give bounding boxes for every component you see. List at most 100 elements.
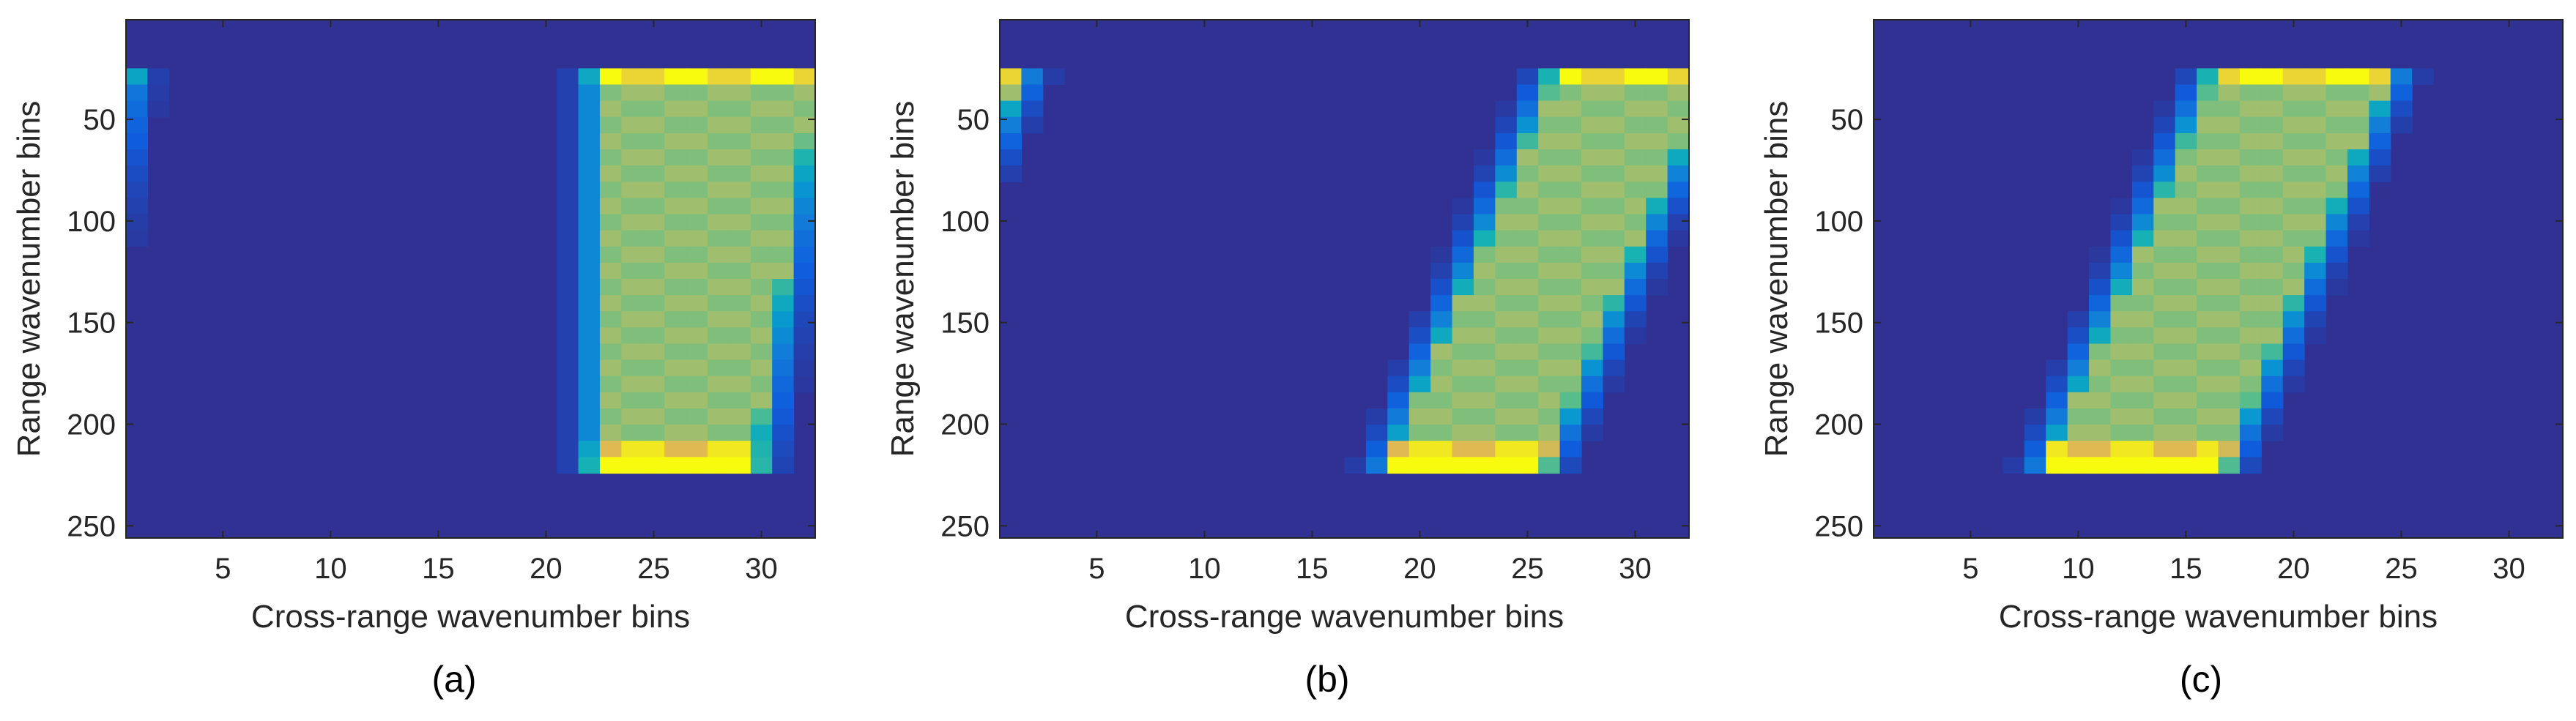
heatmap-cell (664, 359, 687, 377)
heatmap-cell (2369, 100, 2391, 118)
heatmap-cell (2131, 343, 2154, 361)
heatmap-cell (1495, 198, 1518, 215)
heatmap-cell (1667, 214, 1690, 231)
heatmap-cell (2153, 279, 2176, 296)
heatmap-cell (707, 441, 730, 457)
heatmap-cell (2110, 327, 2133, 345)
heatmap-cell (599, 343, 622, 361)
heatmap-cell (2175, 230, 2197, 247)
heatmap-cell (642, 230, 665, 247)
x-tick-label: 10 (1188, 553, 1221, 585)
heatmap-cell (1387, 441, 1410, 457)
heatmap-cell (642, 116, 665, 134)
heatmap-cell (686, 343, 708, 361)
heatmap-cell (686, 359, 708, 377)
heatmap-cell (2261, 68, 2284, 86)
heatmap-cell (2131, 198, 2154, 215)
heatmap-cell (1430, 279, 1453, 296)
heatmap-cell (2304, 214, 2327, 231)
heatmap-cell (707, 214, 730, 231)
heatmap-cell (578, 230, 601, 247)
heatmap-cell (2197, 165, 2219, 182)
y-tick-label: 250 (940, 510, 990, 542)
heatmap-cell (1516, 359, 1539, 377)
heatmap-cell (2131, 457, 2154, 474)
heatmap-cell (686, 311, 708, 328)
heatmap-cell (729, 68, 751, 86)
heatmap-cell (2347, 116, 2369, 134)
heatmap-cell (2131, 359, 2154, 377)
heatmap-cell (621, 311, 644, 328)
heatmap-cell (2347, 214, 2369, 231)
heatmap-cell (707, 262, 730, 280)
heatmap-cell (2110, 457, 2133, 474)
heatmap-cell (729, 214, 751, 231)
heatmap-cell (2218, 84, 2241, 102)
heatmap-cell (578, 214, 601, 231)
heatmap-cell (2412, 68, 2435, 86)
heatmap-cell (1538, 295, 1561, 312)
heatmap-cell (2369, 68, 2391, 86)
heatmap-cell (621, 279, 644, 296)
heatmap-cell (2131, 214, 2154, 231)
panel-label: (c) (2180, 659, 2222, 700)
heatmap-cell (1430, 343, 1453, 361)
heatmap-cell (599, 408, 622, 425)
heatmap-cell (729, 230, 751, 247)
heatmap-cell (2218, 132, 2241, 150)
heatmap-cell (1538, 457, 1561, 474)
heatmap-cell (2024, 425, 2046, 441)
heatmap-cell (2304, 84, 2327, 102)
heatmap-cell (2239, 343, 2262, 361)
heatmap-cell (2089, 311, 2112, 328)
heatmap-cell (2046, 392, 2068, 409)
heatmap-cell (1603, 327, 1625, 345)
heatmap-cell (2175, 246, 2197, 264)
heatmap-cell (1624, 295, 1647, 312)
heatmap-cell (2261, 425, 2284, 441)
heatmap-cell (1624, 230, 1647, 247)
heatmap-cell (2239, 165, 2262, 182)
heatmap-cell (2131, 408, 2154, 425)
heatmap-cell (2153, 214, 2176, 231)
panel-label: (b) (1304, 659, 1349, 700)
heatmap-cell (1538, 182, 1561, 198)
heatmap-cell (1646, 84, 1669, 102)
heatmap-cell (1495, 295, 1518, 312)
heatmap-cell (2304, 132, 2327, 150)
heatmap-cell (707, 246, 730, 264)
heatmap-cell (2261, 132, 2284, 150)
heatmap-cell (2304, 279, 2327, 296)
heatmap-cell (2089, 327, 2112, 345)
heatmap-cell (772, 457, 795, 474)
heatmap-cell (1538, 165, 1561, 182)
heatmap-cell (1430, 425, 1453, 441)
heatmap-cell (1581, 116, 1603, 134)
heatmap-cell (599, 149, 622, 166)
heatmap-cell (2175, 198, 2197, 215)
heatmap-cell (2218, 327, 2241, 345)
panel-3: 5 10 15 20 25 30 50 100 150 200 250 Cross-range wav… (1759, 19, 2564, 700)
heatmap-cell (1559, 457, 1582, 474)
heatmap-cell (1559, 295, 1582, 312)
heatmap-cell (2046, 441, 2068, 457)
heatmap-cell (2282, 230, 2305, 247)
heatmap-cell (2282, 182, 2305, 198)
heatmap-cell (772, 149, 795, 166)
heatmap-cell (1559, 279, 1582, 296)
heatmap-cell (642, 246, 665, 264)
heatmap-cell (2067, 327, 2090, 345)
axes-frame (999, 19, 1690, 539)
heatmap-cell (578, 279, 601, 296)
heatmap-cell (750, 376, 773, 393)
heatmap-cell (1581, 359, 1603, 377)
heatmap-cell (2197, 262, 2219, 280)
heatmap-cell (793, 182, 816, 198)
heatmap-cell (664, 262, 687, 280)
heatmap-cell (599, 132, 622, 150)
heatmap-cell (1538, 246, 1561, 264)
heatmap-cell (1646, 132, 1669, 150)
heatmap-cell (1452, 295, 1474, 312)
heatmap-cell (729, 246, 751, 264)
